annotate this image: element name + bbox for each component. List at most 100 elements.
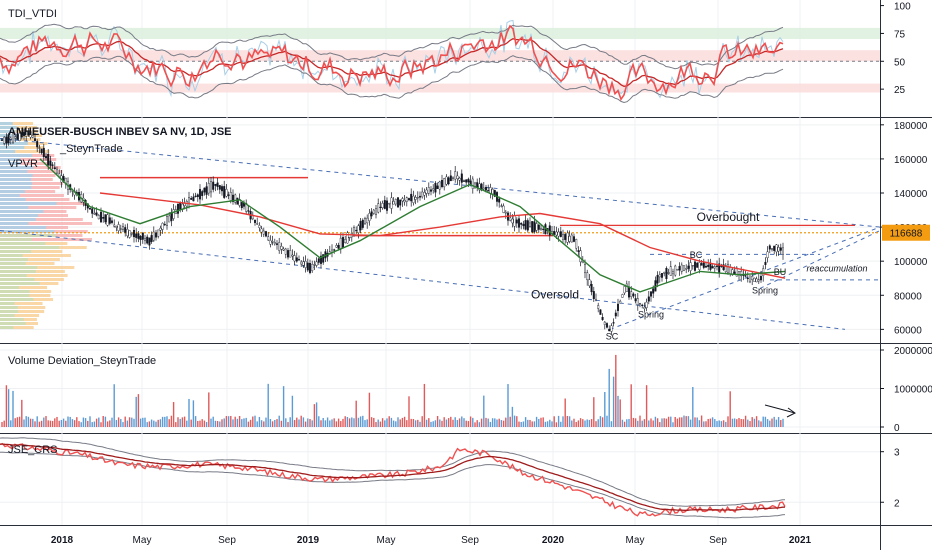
- x-tick-label: Sep: [218, 535, 236, 546]
- candle-body: [377, 203, 380, 213]
- volume-bar: [399, 419, 401, 427]
- candle-body: [700, 263, 703, 266]
- volume-bar: [692, 387, 694, 427]
- volume-bar: [241, 419, 243, 427]
- volume-bar: [223, 418, 225, 427]
- candle-body: [132, 229, 135, 238]
- volume-bar: [689, 419, 692, 427]
- volume-bar: [388, 416, 390, 427]
- volume-bar: [430, 421, 432, 427]
- candle-body: [124, 227, 127, 233]
- tdi-y-label: 75: [894, 29, 906, 40]
- volume-bar: [302, 417, 305, 427]
- candle-body: [335, 245, 338, 248]
- candle-body: [104, 214, 107, 223]
- candle-body: [163, 223, 166, 226]
- candle-body: [452, 177, 455, 179]
- volume-bar: [157, 419, 159, 427]
- candle-body: [779, 247, 782, 251]
- candle-body: [603, 321, 606, 325]
- volume-bar: [87, 420, 89, 427]
- volume-bar: [14, 418, 16, 427]
- volume-bar: [104, 416, 107, 427]
- candle-body: [119, 228, 122, 230]
- candle-body: [282, 248, 285, 251]
- volume-bar: [604, 392, 606, 427]
- volume-bar: [289, 417, 291, 427]
- volume-bar: [166, 416, 168, 427]
- volume-bar: [700, 415, 703, 427]
- candle-body: [535, 223, 538, 231]
- volume-bar: [436, 416, 439, 427]
- volume-bar: [575, 421, 577, 427]
- volume-bar: [333, 418, 335, 427]
- candle-body: [694, 261, 697, 271]
- volume-bar: [76, 417, 78, 427]
- candle-body: [113, 224, 116, 227]
- price-pane: [0, 126, 880, 336]
- vpvr-bar: [0, 130, 39, 133]
- volume-bar: [221, 419, 223, 427]
- candle-body: [713, 266, 716, 269]
- volume-bar: [406, 420, 408, 427]
- volume-bar: [749, 421, 751, 427]
- candle-body: [436, 185, 439, 189]
- annotation-label: Overbought: [697, 210, 760, 224]
- volume-bar: [142, 417, 144, 427]
- candle-body: [260, 228, 263, 233]
- candle-body: [667, 272, 670, 274]
- volume-bar: [425, 419, 428, 427]
- vpvr-bar: [0, 190, 56, 193]
- volume-bar: [560, 421, 562, 427]
- candle-body: [295, 257, 298, 262]
- candle-body: [7, 134, 10, 144]
- candle-body: [346, 232, 349, 244]
- volume-bar: [29, 418, 32, 427]
- vpvr-bar: [0, 162, 49, 165]
- ma-red-line: [99, 192, 786, 279]
- candle-body: [405, 197, 408, 202]
- candle-body: [106, 214, 109, 226]
- candle-body: [23, 132, 26, 136]
- volume-bar: [282, 386, 285, 427]
- volume-bar: [623, 421, 626, 427]
- volume-bar: [432, 421, 434, 427]
- vpvr-bar-inner: [0, 194, 20, 197]
- candle-body: [390, 197, 393, 209]
- candle-body: [108, 217, 111, 224]
- candle-body: [678, 266, 681, 271]
- candle-body: [209, 181, 212, 193]
- volume-bar: [766, 419, 769, 427]
- volume-bar: [562, 416, 564, 427]
- vpvr-bar-inner: [0, 218, 36, 221]
- candle-body: [53, 167, 56, 170]
- candle-body: [93, 213, 96, 215]
- tdi-lower-band: [0, 55, 784, 104]
- volume-bar: [403, 416, 406, 427]
- volume-bar: [357, 417, 360, 427]
- volume-bar: [544, 421, 547, 427]
- candle-body: [445, 176, 448, 185]
- volume-bar: [62, 418, 65, 427]
- candle-body: [441, 180, 444, 188]
- volume-bar: [584, 420, 586, 427]
- volume-bar: [161, 416, 164, 427]
- candle-body: [463, 180, 466, 182]
- volume-bar: [320, 420, 322, 427]
- candle-body: [220, 186, 223, 192]
- volume-bar: [32, 418, 34, 427]
- x-tick-label: May: [377, 535, 396, 546]
- volume-bar: [401, 417, 404, 427]
- candle-body: [491, 189, 494, 195]
- vpvr-bar-inner: [0, 134, 20, 137]
- volume-bar: [58, 420, 60, 427]
- volume-bar: [626, 419, 628, 427]
- volume-bar: [533, 421, 536, 427]
- volume-bar: [329, 420, 331, 427]
- volume-bar: [597, 419, 599, 427]
- volume-bar: [49, 420, 52, 427]
- last-price-label: 116688: [890, 229, 923, 240]
- volume-bar: [716, 421, 718, 427]
- vpvr-bar-inner: [0, 214, 39, 217]
- volume-bar: [344, 416, 346, 427]
